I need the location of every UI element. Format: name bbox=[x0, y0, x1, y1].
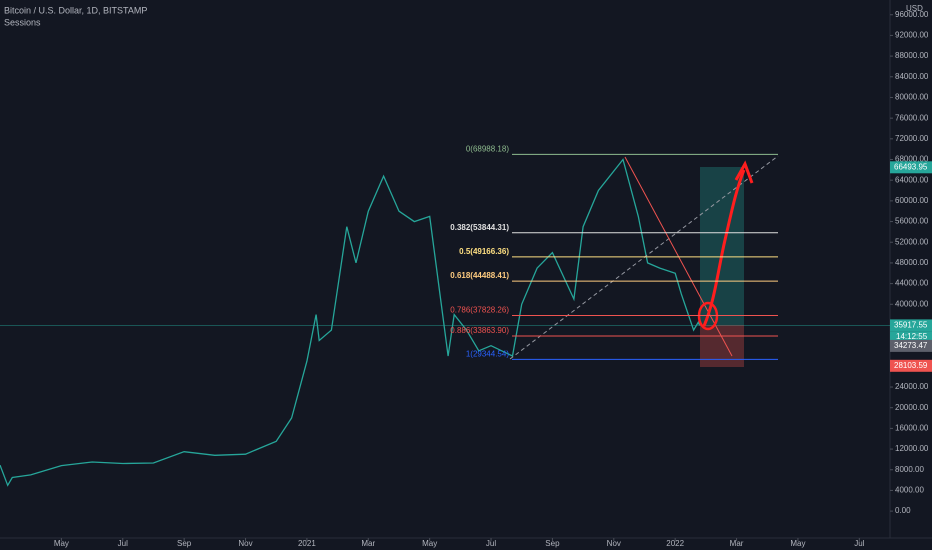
x-tick-label: Nov bbox=[607, 539, 621, 548]
y-tick-label: 76000.00 bbox=[895, 113, 929, 122]
price-tag bbox=[890, 161, 932, 174]
y-tick-label: 68000.00 bbox=[895, 155, 929, 164]
y-tick-label: 96000.00 bbox=[895, 10, 929, 19]
x-tick-label: Mar bbox=[361, 539, 375, 548]
fib-label: 1(29344.54) bbox=[466, 349, 509, 358]
y-tick-label: 4000.00 bbox=[895, 486, 924, 495]
y-tick-label: 12000.00 bbox=[895, 444, 929, 453]
price-line bbox=[0, 158, 701, 487]
fib-label: 0.786(37828.26) bbox=[450, 306, 509, 315]
price-tag bbox=[890, 339, 932, 352]
y-tick-label: 60000.00 bbox=[895, 196, 929, 205]
x-tick-label: Jul bbox=[854, 539, 864, 548]
price-tag-label: 28103.59 bbox=[894, 361, 928, 370]
x-tick-label: 2022 bbox=[666, 539, 684, 548]
fib-label: 0.886(33863.90) bbox=[450, 326, 509, 335]
y-tick-label: 92000.00 bbox=[895, 31, 929, 40]
price-tag bbox=[890, 359, 932, 372]
price-tag-label: 66493.95 bbox=[894, 162, 928, 171]
indicator: Sessions bbox=[4, 17, 41, 27]
plot bbox=[0, 158, 890, 487]
x-tick-label: May bbox=[54, 539, 69, 548]
y-tick-label: 24000.00 bbox=[895, 382, 929, 391]
x-tick-label: Mar bbox=[730, 539, 744, 548]
x-tick-label: Nov bbox=[238, 539, 252, 548]
fib-label: 0.382(53844.31) bbox=[450, 223, 509, 232]
x-tick-label: 2021 bbox=[298, 539, 316, 548]
y-tick-label: 80000.00 bbox=[895, 93, 929, 102]
x-tick-label: Sep bbox=[177, 539, 192, 548]
x-tick-label: May bbox=[790, 539, 805, 548]
y-tick-label: 16000.00 bbox=[895, 423, 929, 432]
currency: USD bbox=[906, 4, 923, 13]
symbol: Bitcoin / U.S. Dollar, 1D, BITSTAMP bbox=[4, 5, 147, 15]
y-tick-label: 0.00 bbox=[895, 506, 911, 515]
x-tick-label: Jul bbox=[118, 539, 128, 548]
drawings bbox=[509, 155, 779, 367]
y-tick-label: 20000.00 bbox=[895, 403, 929, 412]
countdown: 14:12:55 bbox=[896, 332, 928, 341]
y-tick-label: 56000.00 bbox=[895, 217, 929, 226]
y-tick-label: 52000.00 bbox=[895, 237, 929, 246]
y-tick-label: 40000.00 bbox=[895, 299, 929, 308]
y-tick-label: 88000.00 bbox=[895, 51, 929, 60]
y-tick-label: 48000.00 bbox=[895, 258, 929, 267]
x-tick-label: Jul bbox=[486, 539, 496, 548]
x-tick-label: May bbox=[422, 539, 437, 548]
arrow-head bbox=[734, 160, 754, 184]
fib-label: 0.5(49166.36) bbox=[459, 247, 509, 256]
stop-zone bbox=[700, 325, 744, 367]
x-tick-label: Sep bbox=[545, 539, 560, 548]
price-tag bbox=[890, 319, 932, 332]
price-tag-label: 35917.55 bbox=[894, 321, 928, 330]
y-tick-label: 8000.00 bbox=[895, 465, 924, 474]
y-tick-label: 84000.00 bbox=[895, 72, 929, 81]
y-tick-label: 44000.00 bbox=[895, 279, 929, 288]
countdown-box bbox=[890, 331, 932, 343]
fib-label: 0(68988.18) bbox=[466, 145, 509, 154]
y-tick-label: 72000.00 bbox=[895, 134, 929, 143]
price-tag-label: 34273.47 bbox=[894, 341, 928, 350]
arrow bbox=[702, 169, 746, 327]
fib-label: 0.618(44488.41) bbox=[450, 271, 509, 280]
y-tick-label: 64000.00 bbox=[895, 175, 929, 184]
trend-dashed bbox=[509, 155, 779, 360]
